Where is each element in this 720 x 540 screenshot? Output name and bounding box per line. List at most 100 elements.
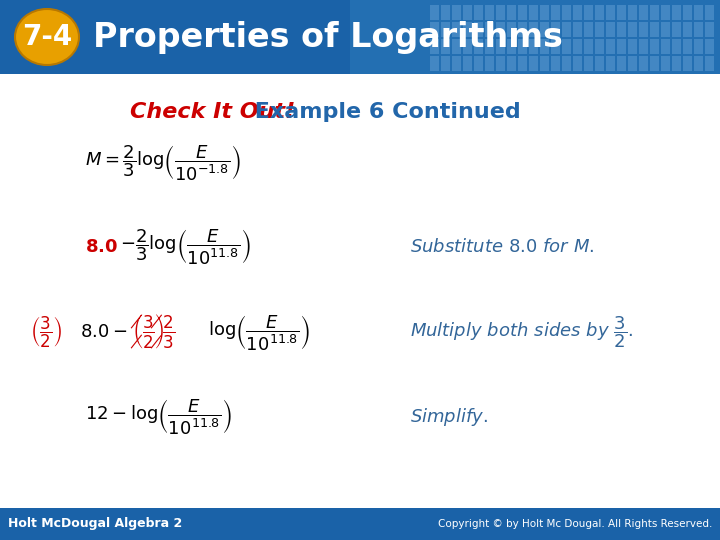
Bar <box>430 5 439 20</box>
Bar <box>551 56 560 71</box>
Bar <box>639 5 648 20</box>
Bar <box>628 56 637 71</box>
Bar <box>350 0 720 74</box>
Text: $\mathit{Substitute\ 8.0\ for\ M.}$: $\mathit{Substitute\ 8.0\ for\ M.}$ <box>410 238 595 256</box>
Bar <box>518 5 527 20</box>
Bar <box>540 39 549 54</box>
Bar <box>705 39 714 54</box>
Bar <box>0 508 720 540</box>
Bar <box>617 56 626 71</box>
Bar <box>452 5 461 20</box>
Bar <box>485 5 494 20</box>
Bar <box>639 56 648 71</box>
Text: Holt McDougal Algebra 2: Holt McDougal Algebra 2 <box>8 517 182 530</box>
Bar <box>694 22 703 37</box>
Bar <box>496 56 505 71</box>
Bar <box>452 56 461 71</box>
Bar <box>463 56 472 71</box>
Bar <box>441 39 450 54</box>
Text: 7-4: 7-4 <box>22 23 72 51</box>
Bar <box>562 39 571 54</box>
Bar <box>672 5 681 20</box>
Bar <box>529 22 538 37</box>
Bar <box>595 56 604 71</box>
Bar <box>606 39 615 54</box>
Text: $\left(\dfrac{\not{3}}{\not{2}}\right)\!\dfrac{\not{2}}{\not{3}}$: $\left(\dfrac{\not{3}}{\not{2}}\right)\!… <box>130 313 175 351</box>
Bar <box>694 5 703 20</box>
Bar <box>474 56 483 71</box>
Bar <box>584 39 593 54</box>
Bar <box>452 39 461 54</box>
Text: Copyright © by Holt Mc Dougal. All Rights Reserved.: Copyright © by Holt Mc Dougal. All Right… <box>438 519 712 529</box>
Bar <box>430 39 439 54</box>
Bar <box>683 22 692 37</box>
Bar <box>661 56 670 71</box>
Bar <box>0 0 720 74</box>
Bar <box>650 39 659 54</box>
Text: $\mathbf{8.0}$: $\mathbf{8.0}$ <box>85 238 118 256</box>
Bar <box>661 5 670 20</box>
Bar <box>628 22 637 37</box>
Bar <box>606 5 615 20</box>
Text: $\left(\dfrac{3}{2}\right)$: $\left(\dfrac{3}{2}\right)$ <box>30 314 62 349</box>
Bar <box>694 56 703 71</box>
Bar <box>496 22 505 37</box>
Bar <box>463 5 472 20</box>
Text: Properties of Logarithms: Properties of Logarithms <box>93 21 563 53</box>
Bar <box>628 5 637 20</box>
Bar <box>672 39 681 54</box>
Bar <box>595 39 604 54</box>
Bar <box>474 39 483 54</box>
Text: $\mathit{Multiply\ both\ sides\ by}\ \dfrac{3}{2}.$: $\mathit{Multiply\ both\ sides\ by}\ \df… <box>410 314 633 350</box>
Bar <box>518 39 527 54</box>
Bar <box>452 22 461 37</box>
Bar <box>507 56 516 71</box>
Bar <box>485 56 494 71</box>
Bar <box>661 39 670 54</box>
Bar <box>639 39 648 54</box>
Bar <box>507 22 516 37</box>
Bar <box>628 39 637 54</box>
Bar <box>705 22 714 37</box>
Bar <box>639 22 648 37</box>
Bar <box>540 22 549 37</box>
Bar <box>683 39 692 54</box>
Bar <box>705 5 714 20</box>
Bar <box>683 56 692 71</box>
Bar <box>562 22 571 37</box>
Bar <box>529 56 538 71</box>
Bar <box>463 39 472 54</box>
Bar <box>551 5 560 20</box>
Text: Example 6 Continued: Example 6 Continued <box>247 102 521 122</box>
Bar <box>584 56 593 71</box>
Bar <box>683 5 692 20</box>
Bar <box>650 5 659 20</box>
Bar <box>606 56 615 71</box>
Bar <box>518 22 527 37</box>
Bar <box>705 56 714 71</box>
Bar <box>617 5 626 20</box>
Text: $12 - \log\!\left(\dfrac{E}{10^{11.8}}\right)$: $12 - \log\!\left(\dfrac{E}{10^{11.8}}\r… <box>85 397 232 436</box>
Bar <box>551 39 560 54</box>
Bar <box>606 22 615 37</box>
Ellipse shape <box>15 9 79 65</box>
Bar <box>595 22 604 37</box>
Bar <box>573 39 582 54</box>
Bar <box>518 56 527 71</box>
Text: $\mathit{Simplify.}$: $\mathit{Simplify.}$ <box>410 406 488 428</box>
Bar <box>562 5 571 20</box>
Bar <box>430 22 439 37</box>
Bar <box>441 5 450 20</box>
Bar <box>463 22 472 37</box>
Bar <box>584 22 593 37</box>
Bar <box>507 5 516 20</box>
Bar <box>441 22 450 37</box>
Bar <box>573 5 582 20</box>
Bar <box>474 22 483 37</box>
Bar <box>672 56 681 71</box>
Bar <box>507 39 516 54</box>
Text: $\log\!\left(\dfrac{E}{10^{11.8}}\right)$: $\log\!\left(\dfrac{E}{10^{11.8}}\right)… <box>208 313 310 352</box>
Bar <box>584 5 593 20</box>
Bar <box>540 5 549 20</box>
Bar <box>650 56 659 71</box>
